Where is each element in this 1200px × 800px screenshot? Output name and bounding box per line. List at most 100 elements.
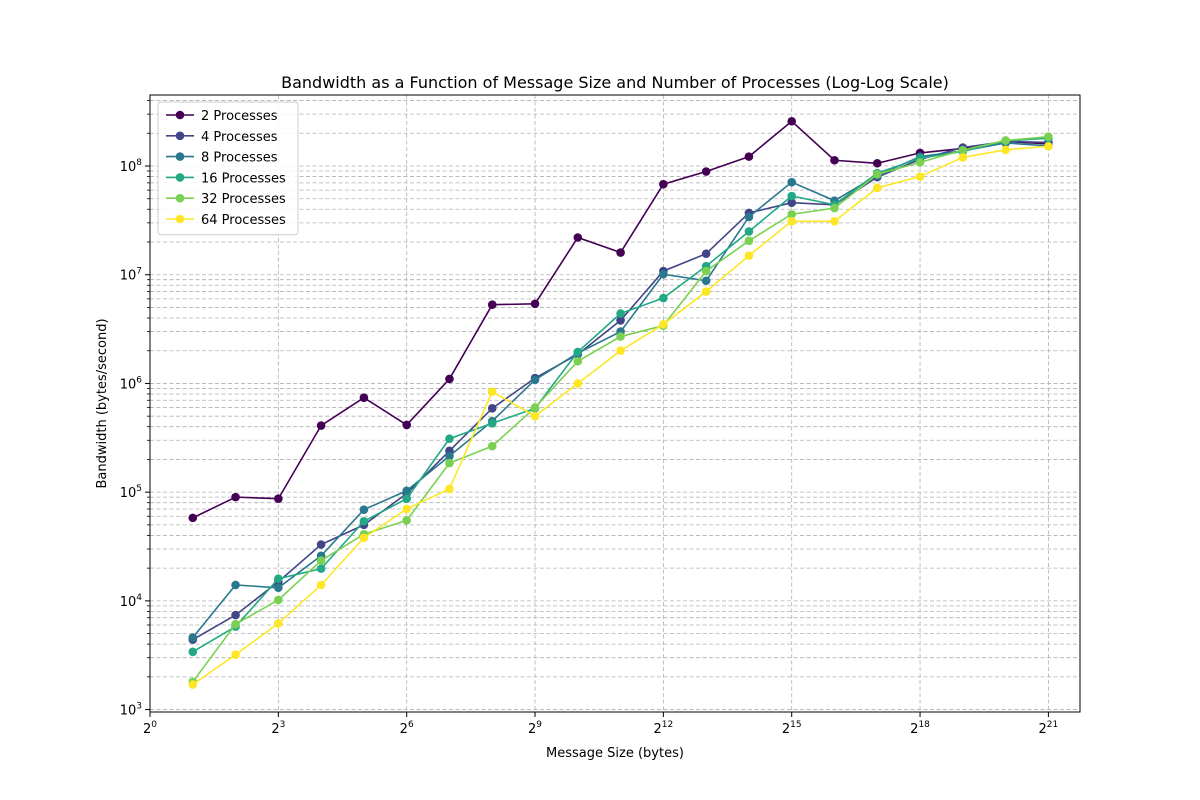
legend-marker xyxy=(175,131,185,141)
data-point xyxy=(530,411,540,421)
data-point xyxy=(915,172,925,181)
data-point xyxy=(744,227,754,236)
data-point xyxy=(958,145,968,155)
legend-label: 8 Processes xyxy=(201,151,278,166)
x-tick-exponent: 3 xyxy=(280,720,286,730)
x-tick-label: 20 xyxy=(143,720,157,737)
data-point xyxy=(316,564,326,573)
data-point xyxy=(487,387,497,396)
data-point xyxy=(487,300,497,310)
x-tick-exponent: 18 xyxy=(918,720,930,730)
data-point xyxy=(659,293,668,303)
legend-marker xyxy=(175,152,185,161)
chart-title: Bandwidth as a Function of Message Size … xyxy=(281,73,949,92)
data-point xyxy=(188,633,198,642)
data-point xyxy=(872,183,882,193)
data-point xyxy=(1001,145,1010,155)
data-point xyxy=(787,217,797,226)
y-tick-exponent: 6 xyxy=(136,375,142,385)
data-point xyxy=(915,158,925,167)
data-point xyxy=(530,375,540,385)
data-point xyxy=(445,374,454,384)
x-tick-label: 215 xyxy=(782,720,802,737)
y-tick-base: 10 xyxy=(120,377,137,392)
data-point xyxy=(188,647,198,657)
data-point xyxy=(701,287,711,296)
data-point xyxy=(616,309,625,318)
legend-marker xyxy=(175,110,185,120)
data-point xyxy=(274,494,283,504)
data-point xyxy=(701,167,711,176)
data-point xyxy=(445,451,454,461)
data-point xyxy=(787,209,797,219)
data-point xyxy=(402,486,411,496)
y-tick-exponent: 3 xyxy=(136,702,142,712)
legend-label: 64 Processes xyxy=(201,213,286,228)
data-point xyxy=(402,504,411,514)
data-point xyxy=(787,198,797,207)
series-64-processes xyxy=(188,141,1053,689)
x-tick-base: 2 xyxy=(910,722,918,737)
data-point xyxy=(359,393,369,402)
data-point xyxy=(231,610,240,620)
data-point xyxy=(316,540,326,549)
series-layer xyxy=(188,116,1053,689)
data-point xyxy=(830,203,839,213)
x-tick-label: 29 xyxy=(528,720,542,737)
x-tick-base: 2 xyxy=(528,722,536,737)
x-tick-exponent: 9 xyxy=(536,720,542,730)
y-tick-base: 10 xyxy=(120,595,137,610)
data-point xyxy=(616,346,625,356)
data-point xyxy=(573,347,583,357)
y-axis-title: Bandwidth (bytes/second) xyxy=(95,318,110,488)
legend-item: 8 Processes xyxy=(166,151,278,166)
data-point xyxy=(744,251,754,260)
legend-marker xyxy=(175,173,185,182)
data-point xyxy=(744,212,754,222)
data-point xyxy=(958,153,968,162)
x-tick-base: 2 xyxy=(400,722,408,737)
data-point xyxy=(573,356,583,366)
y-tick-exponent: 8 xyxy=(136,158,142,168)
data-point xyxy=(616,316,625,325)
data-point xyxy=(830,217,839,226)
y-tick-label: 108 xyxy=(120,158,143,175)
x-tick-base: 2 xyxy=(1039,722,1047,737)
legend-label: 16 Processes xyxy=(201,171,286,186)
data-point xyxy=(231,580,240,590)
data-point xyxy=(830,155,839,165)
y-tick-label: 105 xyxy=(120,484,142,501)
legend-item: 4 Processes xyxy=(166,130,278,145)
x-tick-exponent: 12 xyxy=(662,720,673,730)
x-tick-label: 221 xyxy=(1039,720,1059,737)
data-point xyxy=(445,484,454,494)
data-point xyxy=(359,516,369,526)
legend-marker xyxy=(175,193,185,203)
x-tick-label: 218 xyxy=(910,720,930,737)
data-point xyxy=(231,619,240,629)
x-tick-label: 26 xyxy=(400,720,414,737)
data-point xyxy=(701,249,711,259)
data-point xyxy=(573,379,583,388)
data-point xyxy=(530,299,540,309)
x-tick-label: 23 xyxy=(271,720,285,737)
data-point xyxy=(701,266,711,276)
y-tick-exponent: 7 xyxy=(136,267,142,277)
data-point xyxy=(1044,141,1053,151)
data-point xyxy=(744,236,754,246)
data-point xyxy=(487,441,497,451)
data-point xyxy=(316,580,326,590)
data-point xyxy=(274,583,283,593)
y-tick-label: 106 xyxy=(120,375,143,392)
y-tick-label: 104 xyxy=(120,593,143,610)
data-point xyxy=(359,505,369,514)
x-tick-base: 2 xyxy=(143,722,151,737)
data-point xyxy=(530,403,540,412)
x-tick-exponent: 21 xyxy=(1047,720,1058,730)
data-point xyxy=(872,169,882,179)
data-point xyxy=(487,418,497,428)
x-tick-base: 2 xyxy=(653,722,661,737)
y-tick-base: 10 xyxy=(120,486,137,501)
data-point xyxy=(744,152,754,161)
data-point xyxy=(659,319,668,329)
